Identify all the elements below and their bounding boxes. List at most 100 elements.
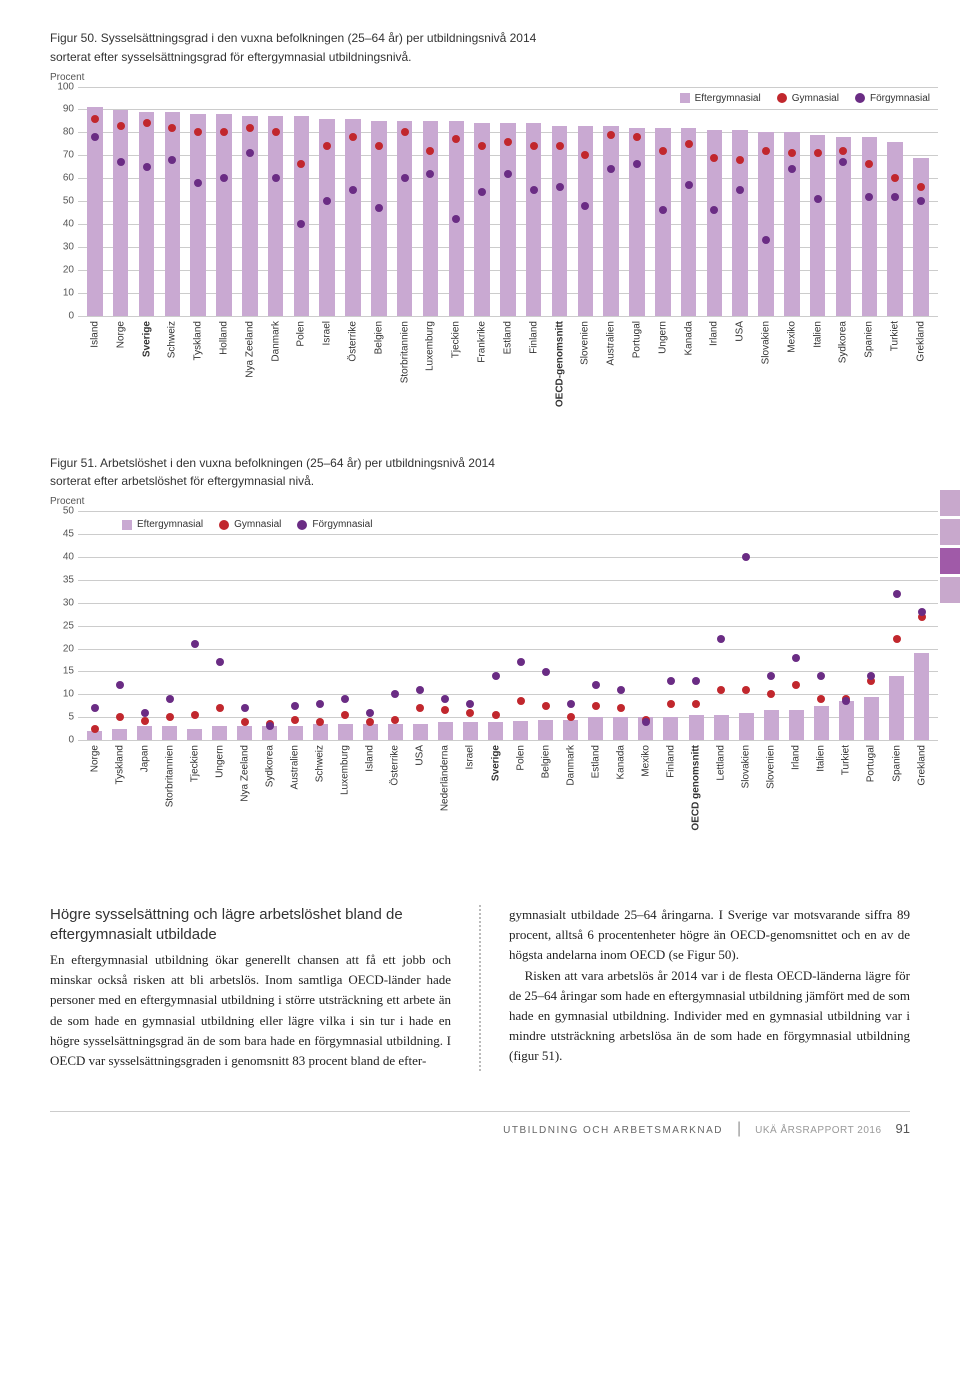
xlabel-cell: Israel [458,745,483,855]
bar-cell [495,87,521,316]
bar-cell [521,87,547,316]
category-label: Estland [502,321,513,354]
bar-cell [834,511,859,740]
category-label: Japan [139,745,150,772]
xlabel-cell: Nya Zeeland [232,745,257,855]
bar-eftergymnasial [655,128,670,316]
xlabel-cell: Irland [784,745,809,855]
xlabel-cell: Grekland [909,745,934,855]
bar-cell [650,87,676,316]
dot-forgymnasial [717,635,725,643]
bar-cell [469,87,495,316]
dot-gymnasial [168,124,176,132]
xlabel-cell: Norge [82,745,107,855]
dot-forgymnasial [401,174,409,182]
xlabel-cell: Storbritannien [157,745,182,855]
xlabel-cell: Island [82,321,108,431]
dot-forgymnasial [567,700,575,708]
dot-forgymnasial [143,163,151,171]
category-label: Mexiko [640,745,651,777]
dot-forgymnasial [452,215,460,223]
dot-gymnasial [710,154,718,162]
bar-eftergymnasial [563,720,578,741]
bar-eftergymnasial [242,116,257,315]
bar-eftergymnasial [629,128,644,316]
bar-cell [185,87,211,316]
xlabel-cell: Sverige [134,321,160,431]
dot-forgymnasial [91,133,99,141]
xlabel-cell: Slovakien [734,745,759,855]
ytick-label: 5 [50,712,74,723]
dot-gymnasial [272,128,280,136]
bar-eftergymnasial [345,119,360,316]
bar-cell [157,511,182,740]
bar-cell [458,511,483,740]
bar-cell [314,87,340,316]
dot-gymnasial [742,686,750,694]
ytick-label: 40 [50,551,74,562]
xlabel-cell: Japan [132,745,157,855]
bar-cell [658,511,683,740]
dot-gymnasial [141,717,149,725]
dot-forgymnasial [839,158,847,166]
dot-gymnasial [893,635,901,643]
bar-cell [676,87,702,316]
bar-eftergymnasial [137,726,152,740]
dot-gymnasial [116,713,124,721]
category-label: Slovenien [766,745,777,789]
dot-forgymnasial [814,195,822,203]
xlabel-cell: Mexiko [779,321,805,431]
figure-51-plot: 05101520253035404550 [78,511,938,741]
xlabel-cell: Turkiet [834,745,859,855]
xlabel-cell: Mexiko [633,745,658,855]
ytick-label: 25 [50,620,74,631]
bar-cell [257,511,282,740]
dot-gymnasial [191,711,199,719]
dot-gymnasial [717,686,725,694]
bar-cell [433,511,458,740]
dot-gymnasial [391,716,399,724]
figure-51-legend: Eftergymnasial Gymnasial Förgymnasial [118,517,376,532]
bar-eftergymnasial [887,142,902,316]
figure-50-plot: 0102030405060708090100 [78,87,938,317]
bar-eftergymnasial [363,724,378,740]
xlabel-cell: Lettland [709,745,734,855]
dot-forgymnasial [266,722,274,730]
ytick-label: 10 [50,287,74,298]
dot-gymnasial [416,704,424,712]
category-label: Italien [812,321,823,348]
dot-forgymnasial [291,702,299,710]
bar-eftergymnasial [165,112,180,316]
xlabel-cell: Slovenien [572,321,598,431]
dot-forgymnasial [220,174,228,182]
xlabel-cell: Frankrike [469,321,495,431]
xlabel-cell: Portugal [859,745,884,855]
bar-eftergymnasial [500,123,515,315]
dot-forgymnasial [141,709,149,717]
bar-eftergymnasial [526,123,541,315]
xlabel-cell: Australien [598,321,624,431]
dot-gymnasial [567,713,575,721]
figure-51: Figur 51. Arbetslöshet i den vuxna befol… [50,455,910,856]
bar-eftergymnasial [338,724,353,740]
dot-gymnasial [297,160,305,168]
category-label: Ungern [214,745,225,778]
figure-50: Figur 50. Sysselsättningsgrad i den vuxn… [50,30,910,431]
xlabel-cell: Danmark [558,745,583,855]
bar-eftergymnasial [588,717,603,740]
bar-eftergymnasial [810,135,825,316]
dot-forgymnasial [272,174,280,182]
bar-eftergymnasial [112,729,127,740]
bar-cell [132,511,157,740]
bar-cell [908,87,934,316]
dot-gymnasial [762,147,770,155]
category-label: Österrike [390,745,401,786]
category-label: Portugal [866,745,877,782]
legend-swatch-for [855,93,865,103]
xlabel-cell: Österrike [340,321,366,431]
bar-cell [483,511,508,740]
bar-cell [859,511,884,740]
xlabel-cell: Portugal [624,321,650,431]
bar-cell [753,87,779,316]
dot-gymnasial [592,702,600,710]
